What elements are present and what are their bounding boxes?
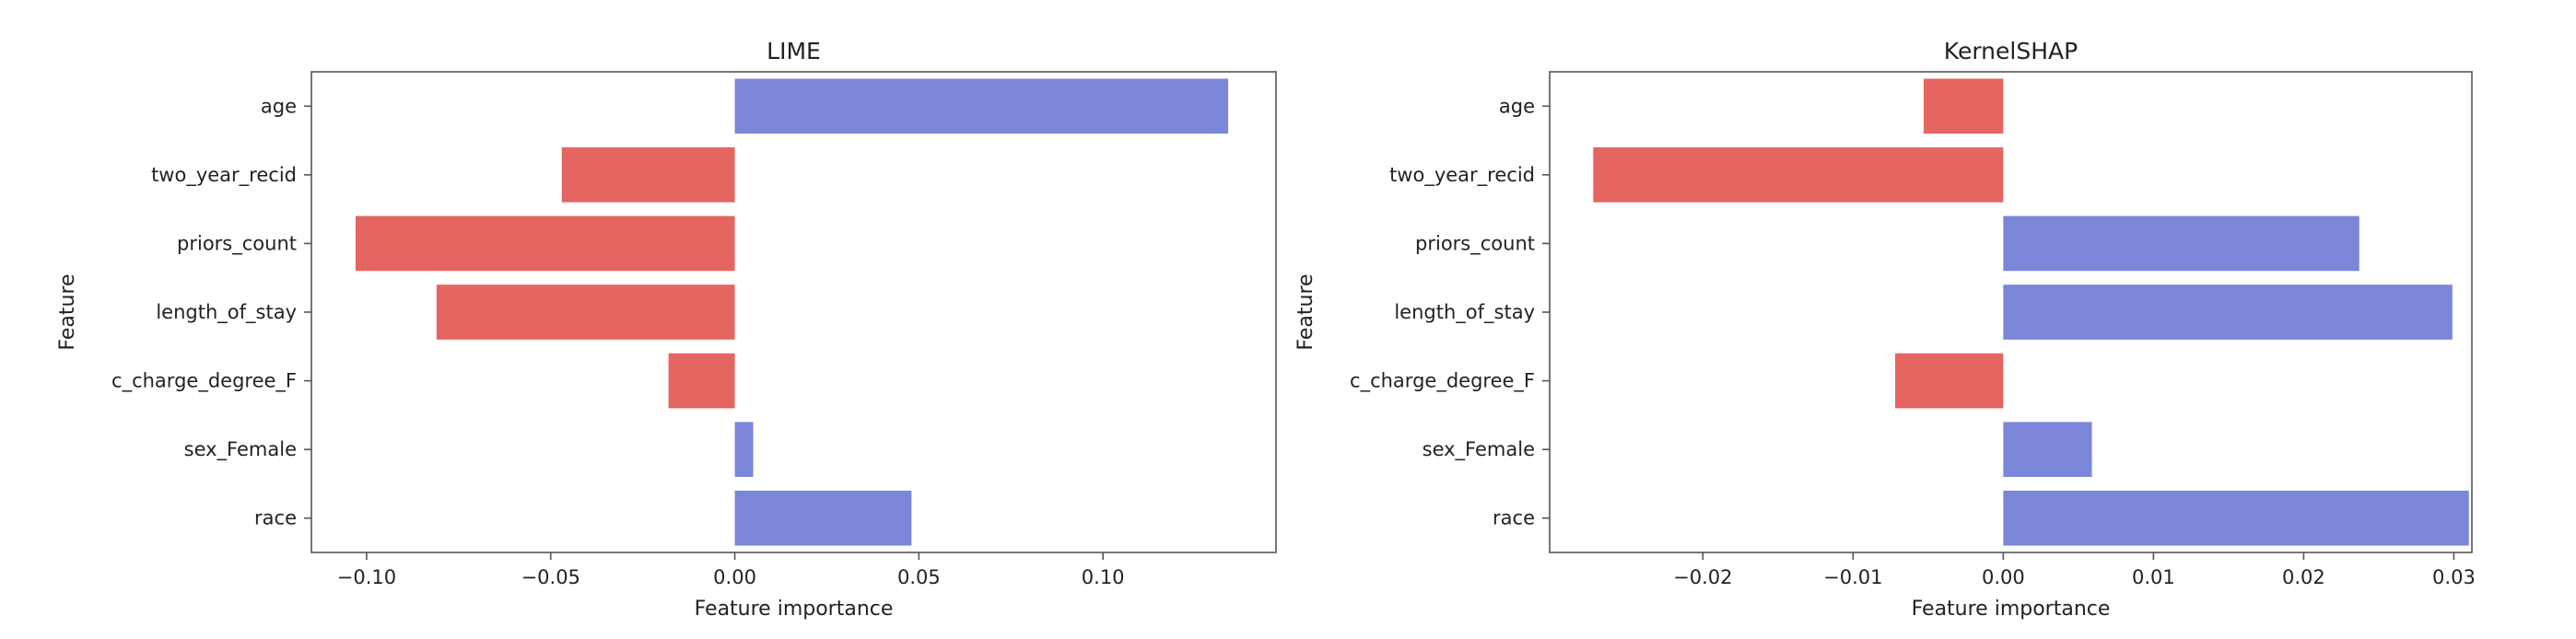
lime-panel: age two_year_recid priors_count length_of_s…: [56, 38, 1277, 621]
bar-race: [2003, 490, 2469, 546]
y-tick-label: sex_Female: [184, 438, 297, 461]
x-tick-label: 0.00: [713, 566, 756, 588]
y-tick-label: two_year_recid: [151, 164, 297, 187]
x-tick-label: 0.10: [1082, 566, 1125, 588]
chart-title: KernelSHAP: [1944, 38, 2078, 64]
y-tick-label: sex_Female: [1423, 438, 1535, 461]
bar-age: [734, 78, 1229, 134]
bar-two-year-recid: [561, 147, 735, 203]
x-axis-label: Feature importance: [1912, 598, 2111, 621]
x-tick-label: −0.05: [521, 566, 580, 588]
x-tick-label: −0.10: [337, 566, 396, 588]
x-tick-label: −0.02: [1673, 566, 1732, 588]
y-tick-label: priors_count: [177, 232, 297, 255]
bar-c-charge-degree-F: [1894, 353, 2004, 409]
x-tick-label: 0.00: [1982, 566, 2025, 588]
bar-age: [1923, 78, 2004, 134]
bar-sex-Female: [734, 422, 754, 477]
x-tick-label: −0.01: [1823, 566, 1882, 588]
x-tick-label: 0.02: [2282, 566, 2325, 588]
x-tick-label: 0.03: [2432, 566, 2476, 588]
y-tick-label: two_year_recid: [1389, 164, 1535, 187]
y-axis-label: Feature: [1294, 273, 1317, 350]
bar-two-year-recid: [1593, 147, 2004, 203]
y-tick-label: priors_count: [1415, 232, 1535, 255]
y-tick-label: length_of_stay: [1394, 301, 1535, 324]
y-tick-label: race: [254, 507, 297, 529]
y-tick-label: age: [261, 95, 297, 117]
bar-length-of-stay: [2003, 285, 2453, 340]
bar-race: [734, 490, 912, 546]
bar-c-charge-degree-F: [668, 353, 735, 409]
y-tick-label: c_charge_degree_F: [111, 370, 297, 393]
x-axis-label: Feature importance: [695, 598, 894, 621]
bar-priors-count: [355, 215, 735, 272]
x-tick-label: 0.01: [2132, 566, 2175, 588]
bar-length-of-stay: [436, 285, 735, 340]
y-tick-label: c_charge_degree_F: [1350, 370, 1535, 393]
y-tick-label: age: [1499, 95, 1535, 117]
y-axis-label: Feature: [56, 273, 79, 350]
bar-priors-count: [2003, 215, 2359, 272]
y-tick-label: length_of_stay: [156, 301, 297, 324]
chart-title: LIME: [767, 38, 821, 64]
bar-sex-Female: [2003, 422, 2092, 477]
y-tick-label: race: [1493, 507, 1535, 529]
x-tick-label: 0.05: [897, 566, 941, 588]
kernelshap-panel: age two_year_recid priors_count length_of_s…: [1294, 38, 2476, 621]
